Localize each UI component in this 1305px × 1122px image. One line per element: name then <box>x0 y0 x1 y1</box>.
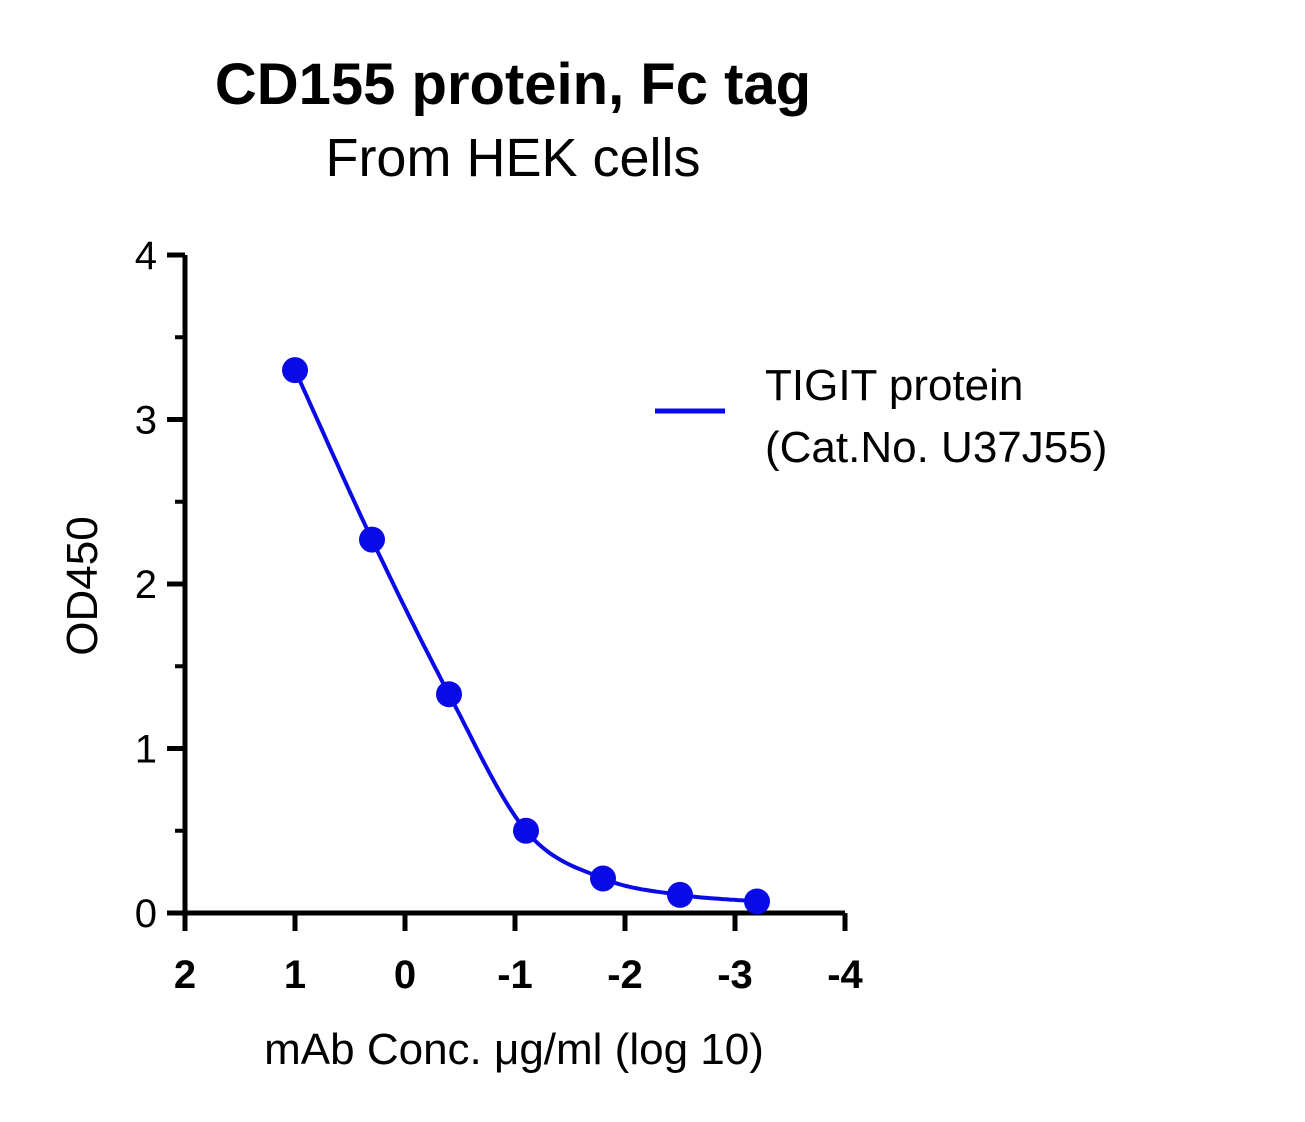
y-ticks: 0 1 2 3 4 <box>135 234 185 936</box>
x-tick-label: -4 <box>827 953 863 997</box>
x-ticks: 2 1 0 -1 -2 -3 -4 <box>174 913 864 997</box>
chart-title: CD155 protein, Fc tag <box>215 52 811 117</box>
x-tick-label: 1 <box>284 953 306 997</box>
data-point <box>667 881 693 908</box>
data-point <box>436 681 462 708</box>
data-point <box>359 526 385 553</box>
y-tick-label: 3 <box>135 399 157 443</box>
chart-subtitle: From HEK cells <box>325 128 700 188</box>
data-point <box>282 357 308 384</box>
x-tick-label: 2 <box>174 953 196 997</box>
x-tick-label: -3 <box>717 953 753 997</box>
x-tick-label: 0 <box>394 953 416 997</box>
data-point <box>590 865 616 892</box>
x-tick-label: -2 <box>607 953 643 997</box>
data-point <box>744 888 770 915</box>
y-tick-label: 4 <box>135 234 157 278</box>
x-tick-label: -1 <box>497 953 533 997</box>
legend-label-line-1: TIGIT protein <box>765 361 1023 410</box>
y-tick-label: 1 <box>135 728 157 772</box>
data-point <box>513 817 539 844</box>
y-tick-label: 0 <box>135 892 157 936</box>
data-points <box>282 357 770 915</box>
legend: TIGIT protein (Cat.No. U37J55) <box>655 361 1107 472</box>
y-axis-label: OD450 <box>58 516 107 655</box>
y-tick-label: 2 <box>135 563 157 607</box>
legend-label-line-2: (Cat.No. U37J55) <box>765 423 1107 472</box>
x-axis-label: mAb Conc. μg/ml (log 10) <box>264 1025 764 1074</box>
